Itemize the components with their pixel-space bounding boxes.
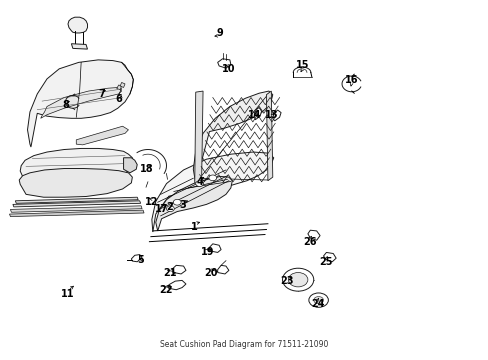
Text: 5: 5 xyxy=(137,255,143,265)
Text: 2: 2 xyxy=(166,202,172,212)
Text: 22: 22 xyxy=(160,285,173,295)
Text: 21: 21 xyxy=(163,268,177,278)
Text: 14: 14 xyxy=(247,111,261,121)
Circle shape xyxy=(166,206,174,212)
Text: 25: 25 xyxy=(319,257,332,267)
Text: 3: 3 xyxy=(179,200,186,210)
Circle shape xyxy=(313,297,323,304)
Polygon shape xyxy=(131,255,142,262)
Polygon shape xyxy=(117,85,122,90)
Text: 26: 26 xyxy=(303,237,316,247)
Polygon shape xyxy=(20,148,133,189)
Polygon shape xyxy=(194,91,203,184)
Polygon shape xyxy=(209,244,221,252)
Polygon shape xyxy=(254,108,261,120)
Text: 19: 19 xyxy=(201,247,214,257)
Text: 16: 16 xyxy=(345,75,358,85)
Text: 12: 12 xyxy=(145,197,158,207)
Polygon shape xyxy=(193,91,272,184)
Text: 24: 24 xyxy=(310,299,324,309)
Text: 8: 8 xyxy=(62,100,69,110)
Polygon shape xyxy=(41,87,122,118)
Text: 23: 23 xyxy=(280,276,294,286)
Polygon shape xyxy=(217,59,230,68)
Circle shape xyxy=(308,293,328,307)
Text: 13: 13 xyxy=(264,111,278,121)
Circle shape xyxy=(288,273,307,287)
Text: 11: 11 xyxy=(61,289,75,299)
Text: Seat Cushion Pad Diagram for 71511-21090: Seat Cushion Pad Diagram for 71511-21090 xyxy=(160,340,328,349)
Polygon shape xyxy=(13,201,141,207)
Polygon shape xyxy=(323,252,335,262)
Polygon shape xyxy=(15,197,138,203)
Text: 10: 10 xyxy=(222,64,235,74)
Circle shape xyxy=(195,181,203,186)
Text: 7: 7 xyxy=(99,89,105,99)
Polygon shape xyxy=(152,152,273,232)
Polygon shape xyxy=(27,60,133,147)
Text: 17: 17 xyxy=(155,204,168,214)
Text: 6: 6 xyxy=(115,94,122,104)
Polygon shape xyxy=(9,210,144,217)
Text: 9: 9 xyxy=(216,28,223,38)
Polygon shape xyxy=(19,168,132,197)
Polygon shape xyxy=(266,91,272,181)
Circle shape xyxy=(208,175,216,181)
Polygon shape xyxy=(217,265,228,274)
Circle shape xyxy=(173,199,181,205)
Polygon shape xyxy=(76,126,128,145)
Text: 4: 4 xyxy=(196,177,203,187)
Polygon shape xyxy=(123,158,137,173)
Polygon shape xyxy=(172,265,185,274)
Polygon shape xyxy=(68,17,87,33)
Text: 1: 1 xyxy=(191,222,198,232)
Polygon shape xyxy=(10,206,142,212)
Polygon shape xyxy=(307,230,320,240)
Circle shape xyxy=(282,268,313,291)
Text: 15: 15 xyxy=(296,60,309,70)
Polygon shape xyxy=(156,176,232,231)
Polygon shape xyxy=(272,110,281,121)
Polygon shape xyxy=(168,280,185,290)
Polygon shape xyxy=(120,82,125,87)
Text: 18: 18 xyxy=(140,164,153,174)
Polygon shape xyxy=(71,44,87,49)
Text: 20: 20 xyxy=(204,268,218,278)
